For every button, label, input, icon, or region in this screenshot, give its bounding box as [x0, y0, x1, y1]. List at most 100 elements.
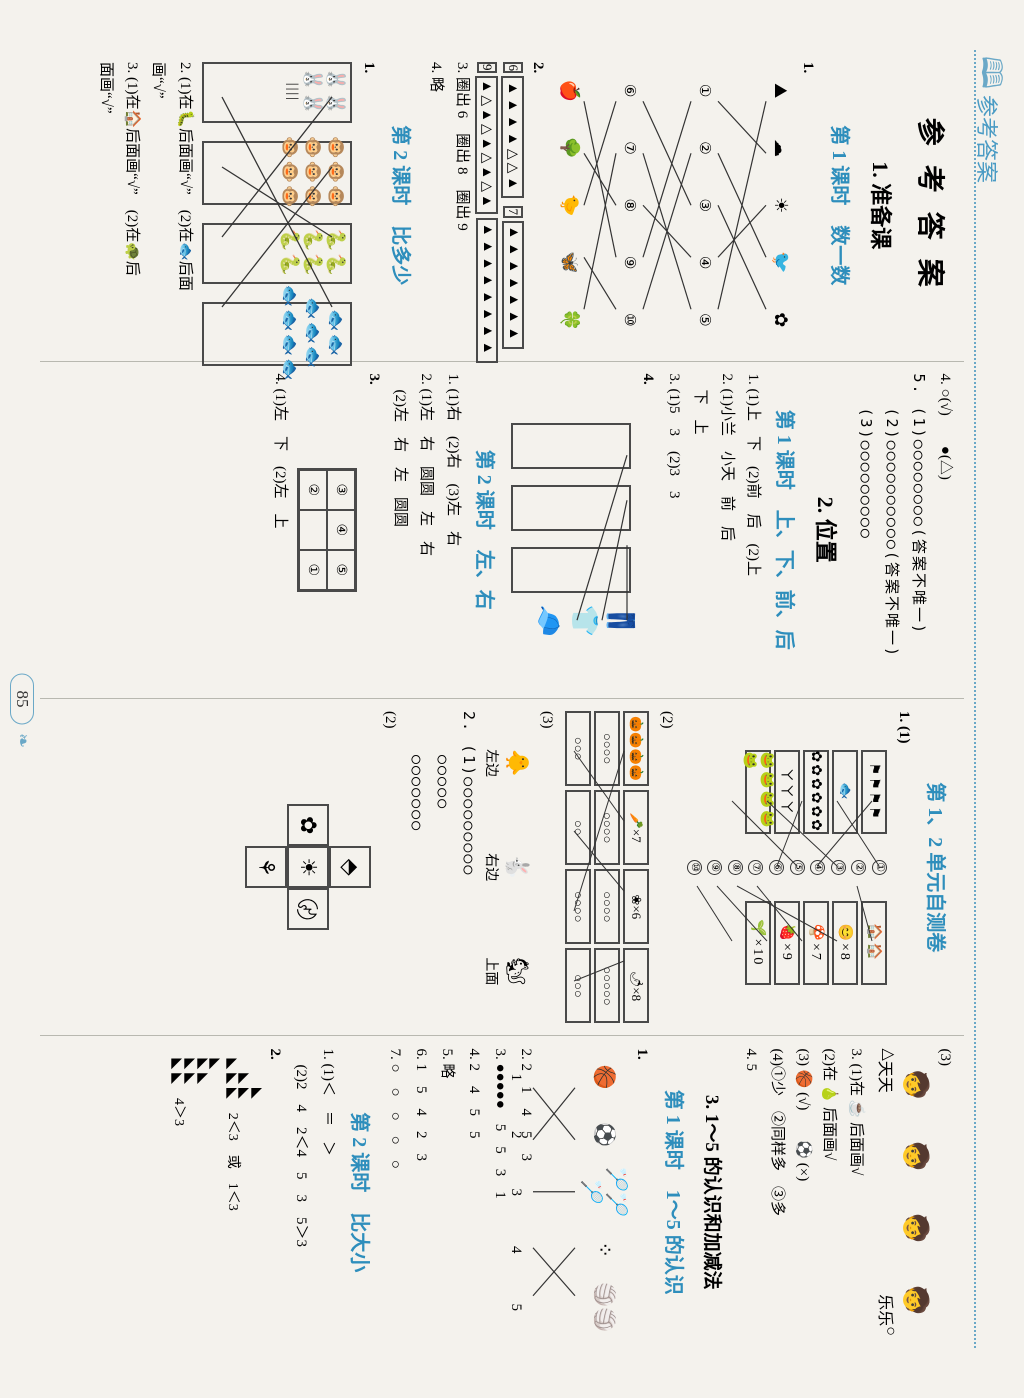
num: ⑨ — [620, 234, 639, 291]
match-diagram-1: ⛰ ☁ ☀ 🐦 ✿ ① ② ③ ④ — [559, 62, 791, 349]
ball-icon: ⚽ — [592, 1106, 617, 1164]
leaf-icon: 🍀 — [559, 291, 580, 348]
face: ☀ — [287, 846, 329, 888]
q3n: (3) — [937, 1048, 953, 1066]
b1b: (2)2 4 2＜4 5 3 5＞3 — [291, 1064, 311, 1336]
expr: 2＜3 或 1＜3 — [224, 1113, 244, 1211]
kid-icon: 🧒 — [901, 1285, 930, 1315]
cell: ③ — [327, 470, 355, 510]
q5b: (2)○○○○○○○○○○(答案不唯一) — [882, 408, 902, 686]
match-lines — [714, 62, 770, 349]
column-2: 4. ○(√) ●(△) 5. (1)○○○○○○○○(答案不唯一) (2)○○… — [40, 362, 964, 699]
tri-strip: 6 ▲▲▲▲△△▲ 7 ▲▲▲▲▲▲▲ — [502, 62, 525, 349]
tri-seq-b: ◣◣◣◣ ◣◣◣ 4＞3 — [170, 1058, 220, 1336]
num: ⑦ — [620, 119, 639, 176]
num: ② — [695, 119, 714, 176]
q-num: 1. (1) — [896, 711, 912, 744]
p3: 3. (1)5 3 (2)3 3 — [664, 374, 684, 686]
flower-icon: ✿ — [770, 291, 791, 348]
r1: 1. (1)右 (2)右 (3)左 右 — [443, 374, 463, 686]
q-num: 3. — [366, 374, 382, 385]
match-lines-3 — [580, 62, 620, 349]
num: ① — [695, 62, 714, 119]
seq7: 7. ○ ○ ○ ○ ○ — [385, 1048, 405, 1336]
main-title: 参 考 答 案 — [912, 62, 952, 349]
dots-icon: ⁘ — [592, 1221, 617, 1279]
face: ⚘ — [245, 846, 287, 888]
apple-icon: 🍎 — [559, 62, 580, 119]
lesson-2-1: 第 1 课时 上、下、前、后 — [772, 374, 801, 686]
num: ⑧ — [620, 177, 639, 234]
unit-test: 第 1、2 单元自测卷 — [923, 711, 952, 1023]
book-icon: 🕮 — [964, 56, 1012, 89]
tri-seq-a: ◣ ◣◣ ◣◣◣ 2＜3 或 1＜3 — [224, 1058, 262, 1336]
cap-icon: 🧢 — [533, 605, 563, 637]
q2-1: 2. (1)○○○○○○○○○ — [459, 711, 479, 1023]
q2b: 画“√” — [148, 62, 168, 349]
butterfly-icon: 🦋 — [559, 234, 580, 291]
cell: ① — [299, 550, 327, 590]
cloud-icon: ☁ — [770, 119, 791, 176]
r2: 2. (1)左 右 圆圆 左 右 — [416, 374, 436, 686]
match-lines — [529, 1048, 579, 1336]
animals-row: 🐥 🐇 🐿 — [504, 711, 530, 1023]
q4: 4. 略 — [426, 62, 446, 349]
compare-diagram: 🐰🐰 🐰🐰 |||| 🐵🐵🐵 🐵🐵🐵 🐵🐵🐵 🐍🐍 🐍🐍 🐍🐍 🐟🐟 — [202, 62, 352, 349]
lesson-1-1: 第 1 课时 数一数 — [827, 62, 856, 349]
face: ✿ — [287, 804, 329, 846]
compare-lines — [202, 62, 352, 352]
q2-1c: ○○○○○○○ — [407, 755, 427, 1023]
num: ③ — [695, 177, 714, 234]
label: 上面 — [482, 957, 502, 985]
b1: 1. (1)＜ ＝ ＞ — [318, 1048, 338, 1336]
column-1: 参 考 答 案 1. 准备课 第 1 课时 数一数 1. ⛰ ☁ ☀ 🐦 ✿ — [40, 50, 964, 362]
lesson-1-2: 第 2 课时 比多少 — [388, 62, 417, 349]
r2b: (2)左 右 左 圆圆 — [390, 390, 410, 686]
column-4: (3) 🧒 🧒 🧒 🧒 △ 天天 乐乐 ○ 3. (1)在 ☕ 后面画√ (2)… — [40, 1036, 964, 1348]
cell: ⑤ — [327, 550, 355, 590]
face: ⬘ — [329, 846, 371, 888]
seq5: 5. 略 — [437, 1048, 457, 1336]
q2a: 2. (1)在🐛后面画“√” (2)在🐟后面 — [175, 62, 195, 349]
name: 天天 — [875, 1061, 899, 1093]
kids-row: 🧒 🧒 🧒 🧒 — [901, 1048, 930, 1336]
seq6: 6. 1 5 4 2 3 — [411, 1048, 431, 1336]
sun-icon: ☀ — [770, 177, 791, 234]
grid-lines — [560, 711, 650, 1023]
label: 左边 — [482, 749, 502, 777]
chapter-3: 3. 1～5 的认识和加减法 — [701, 1048, 728, 1336]
match-lines-2 — [639, 62, 695, 349]
chapter-1: 1. 准备课 — [866, 62, 898, 349]
label: 右边 — [482, 853, 502, 881]
ball-match: 🏀 ⚽ 🏸🏸🏸 ⁘ 🏐🏐 12345 — [539, 1048, 629, 1336]
q3a: 3. (1)在🏠后面画“√” (2)在🐢后 — [122, 62, 142, 349]
kid-icon: 🧒 — [901, 1069, 930, 1099]
q4: 4. ○(√) ●(△) — [935, 374, 955, 686]
q3b: 面画“√” — [96, 62, 116, 349]
q32: (2)在 🍐 后面画√ — [819, 1048, 839, 1336]
num: ④ — [695, 234, 714, 291]
q-num: 1. — [800, 62, 816, 73]
sym: △ — [875, 1048, 899, 1060]
column-3: 第 1、2 单元自测卷 1. (1) ⚑⚑⚑⚑ 🐟 ✿✿✿✿✿✿ ㄚㄚㄚ 🐸🐸🐸… — [40, 699, 964, 1036]
p1: 1. (1)上 下 (2)前 后 (2)上 — [743, 374, 763, 686]
divider — [974, 50, 976, 1348]
tree-icon: 🌳 — [559, 119, 580, 176]
q33: (3) 🏀 (√) ⚽ (×) — [793, 1048, 813, 1336]
chick-icon: 🐤 — [559, 177, 580, 234]
q2-2: (2) — [383, 711, 399, 729]
q-num: 1. — [361, 62, 377, 73]
cell: ④ — [327, 510, 355, 550]
p2: 2. (1)小兰 小天 前 后 — [717, 374, 737, 686]
cube-net: ⬘ ✿☀〄 ⚘ — [245, 711, 371, 1023]
q5c: (3)○○○○○○○○○ — [856, 408, 876, 686]
clothes-lines — [567, 374, 637, 686]
shuttle-icon: 🏸🏸🏸 — [579, 1163, 629, 1221]
page-number: 85 — [10, 674, 34, 725]
expr: 4＞3 — [170, 1098, 190, 1126]
q5a: 5. (1)○○○○○○○○(答案不唯一) — [909, 374, 929, 686]
lesson-3-2: 第 2 课时 比大小 — [347, 1048, 376, 1336]
q-num: 1. — [635, 1048, 651, 1059]
sym: ○ — [875, 1326, 899, 1336]
face: 〄 — [287, 888, 329, 930]
